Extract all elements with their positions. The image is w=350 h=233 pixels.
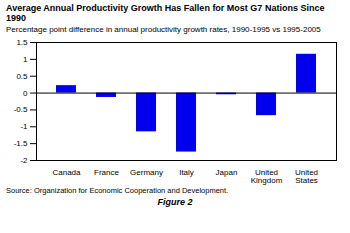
svg-text:-0.5: -0.5 [14, 105, 28, 114]
svg-text:-1: -1 [20, 122, 28, 131]
svg-text:France: France [94, 168, 119, 177]
svg-text:Italy: Italy [179, 168, 194, 177]
html-text:Figure 2: Figure 2 [157, 196, 193, 207]
svg-text:Japan: Japan [216, 168, 238, 177]
html-text:Source: Organization for Econo: Source: Organization for Economic Cooper… [6, 185, 229, 195]
svg-text:1: 1 [23, 55, 28, 64]
svg-text:1.5: 1.5 [16, 38, 28, 47]
svg-text:0.5: 0.5 [16, 72, 28, 81]
html-text:Percentage point difference in: Percentage point difference in annual pr… [6, 24, 321, 34]
svg-text:Canada: Canada [52, 168, 81, 177]
svg-text:Germany: Germany [130, 168, 163, 177]
svg-text:UnitedStates: UnitedStates [295, 168, 318, 185]
html-text:Average Annual Productivity Gr: Average Annual Productivity Growth Has F… [6, 3, 325, 24]
svg-text:-2: -2 [20, 156, 28, 165]
svg-text:0: 0 [23, 89, 28, 98]
svg-text:-1.5: -1.5 [14, 139, 28, 148]
svg-text:UnitedKingdom: UnitedKingdom [251, 168, 283, 185]
